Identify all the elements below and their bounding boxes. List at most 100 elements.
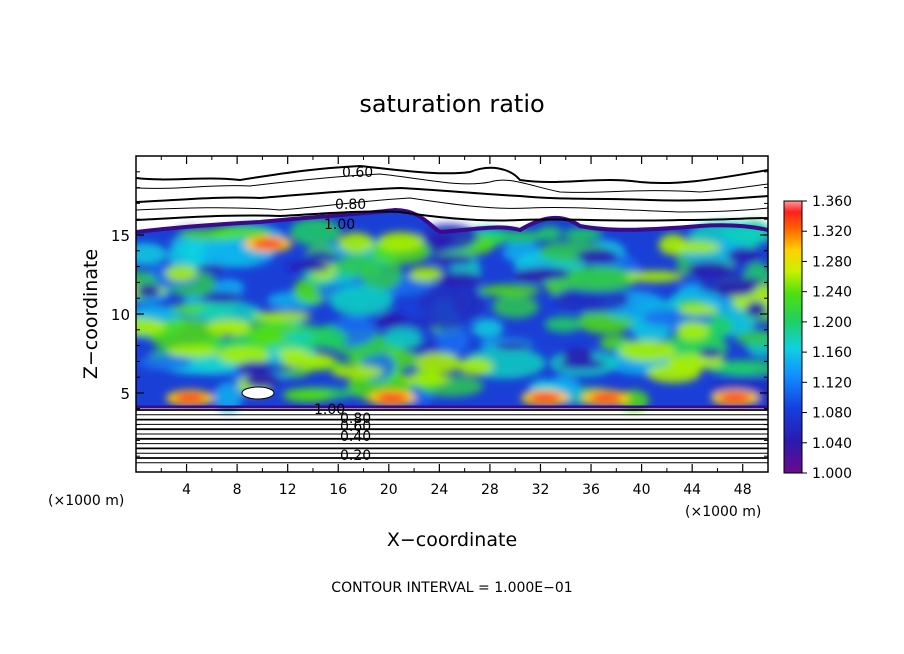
contour-line — [136, 210, 768, 222]
field-blob — [552, 267, 636, 290]
field-blob — [676, 321, 709, 341]
field-blob — [401, 373, 452, 385]
field-blob — [494, 341, 531, 351]
field-blob — [249, 328, 281, 347]
field-blob — [471, 318, 504, 339]
y-tick-label: 15 — [111, 227, 130, 245]
field-blob — [136, 284, 161, 298]
field-blob — [178, 229, 251, 240]
field-blob — [198, 301, 262, 325]
field-hotspot-core — [529, 393, 561, 403]
x-tick-label: 28 — [481, 482, 499, 498]
field-blob — [478, 284, 540, 297]
colorbar-tick-label: 1.080 — [812, 406, 852, 422]
field-blob — [200, 292, 244, 303]
field-blob — [337, 232, 375, 253]
field-blob — [376, 312, 407, 329]
colorbar-tick-label: 1.040 — [812, 436, 852, 452]
contour-line — [136, 186, 768, 203]
contour-line — [136, 173, 768, 193]
contour-label: 0.20 — [340, 448, 371, 464]
field-blob — [745, 301, 767, 318]
field-blob — [618, 340, 677, 362]
x-tick-label: 48 — [734, 482, 752, 498]
contour-label: 1.00 — [324, 217, 355, 233]
x-tick-label: 12 — [279, 482, 297, 498]
x-unit-right: (×1000 m) — [685, 504, 761, 520]
field-blob — [331, 365, 384, 379]
field-blob — [138, 354, 193, 371]
colorbar-tick-label: 1.360 — [812, 194, 852, 210]
field-blob — [418, 285, 472, 319]
colorbar-tick-label: 1.280 — [812, 254, 852, 270]
field-blob — [148, 318, 223, 351]
y-axis-label: Z−coordinate — [80, 249, 102, 379]
field-blob — [286, 261, 331, 273]
contour-label: 0.80 — [340, 411, 371, 427]
x-tick-label: 4 — [182, 482, 191, 498]
x-axis: 4 8 12 16 20 24 28 32 36 40 44 48 — [160, 156, 752, 498]
field-blob — [217, 346, 271, 365]
y-tick-label: 5 — [120, 385, 130, 403]
field-blob — [252, 311, 312, 322]
contour-lines — [136, 164, 768, 464]
x-tick-label: 20 — [380, 482, 398, 498]
heatmap-blobs — [136, 218, 768, 413]
colorbar-tick-label: 1.160 — [812, 345, 852, 361]
field-blob — [646, 363, 701, 383]
field-blob — [196, 264, 226, 273]
field-hotspot-core — [719, 393, 751, 403]
field-blob — [544, 316, 583, 333]
colorbar-tick-label: 1.000 — [812, 466, 852, 482]
field-blob — [727, 247, 762, 265]
x-tick-label: 8 — [233, 482, 242, 498]
contour-label: 0.80 — [335, 197, 366, 213]
field-blob — [522, 267, 571, 280]
x-tick-label: 32 — [532, 482, 550, 498]
x-unit-left: (×1000 m) — [48, 493, 124, 509]
field-blob — [401, 316, 467, 330]
field-blob — [244, 372, 282, 389]
chart-title: saturation ratio — [359, 90, 544, 118]
field-blob — [335, 254, 380, 277]
contour-label: 0.60 — [340, 419, 371, 435]
colorbar-ticks: 1.000 1.040 1.080 1.120 1.160 1.200 1.240 1.280… — [802, 194, 852, 482]
field-blob — [290, 326, 348, 349]
field-blob — [436, 323, 470, 356]
y-axis: 5 10 15 — [111, 171, 768, 457]
field-blob — [678, 304, 719, 316]
colorbar-tick-label: 1.120 — [812, 375, 852, 391]
contour-line — [136, 197, 768, 213]
colorbar-tick-label: 1.240 — [812, 285, 852, 301]
field-blob — [686, 261, 733, 278]
field-hotspot-core — [252, 239, 284, 249]
x-tick-label: 44 — [683, 482, 701, 498]
field-blob — [485, 230, 546, 244]
field-blob — [558, 359, 606, 370]
contour-interval-note: CONTOUR INTERVAL = 1.000E−01 — [331, 580, 572, 596]
field-blob — [734, 329, 768, 346]
field-blob — [377, 231, 424, 252]
field-blob — [553, 285, 630, 314]
field-blob — [658, 234, 688, 256]
field-blob — [281, 352, 336, 370]
field-blob — [428, 233, 454, 250]
field-blob — [492, 295, 539, 319]
contour-label: 0.40 — [340, 429, 371, 445]
field-blob — [236, 361, 272, 375]
x-tick-label: 24 — [430, 482, 448, 498]
field-blob — [561, 348, 595, 362]
field-blob — [715, 282, 756, 297]
field-blob — [429, 254, 475, 266]
field-hotspot-core — [174, 393, 206, 403]
field-blob — [167, 345, 220, 358]
field-blob — [329, 285, 394, 317]
field-blob — [282, 388, 334, 403]
field-blob — [136, 317, 166, 336]
contour-label: 0.60 — [342, 165, 373, 181]
field-blob — [576, 248, 619, 265]
field-blob — [408, 266, 444, 283]
x-tick-label: 36 — [582, 482, 600, 498]
x-tick-label: 40 — [633, 482, 651, 498]
